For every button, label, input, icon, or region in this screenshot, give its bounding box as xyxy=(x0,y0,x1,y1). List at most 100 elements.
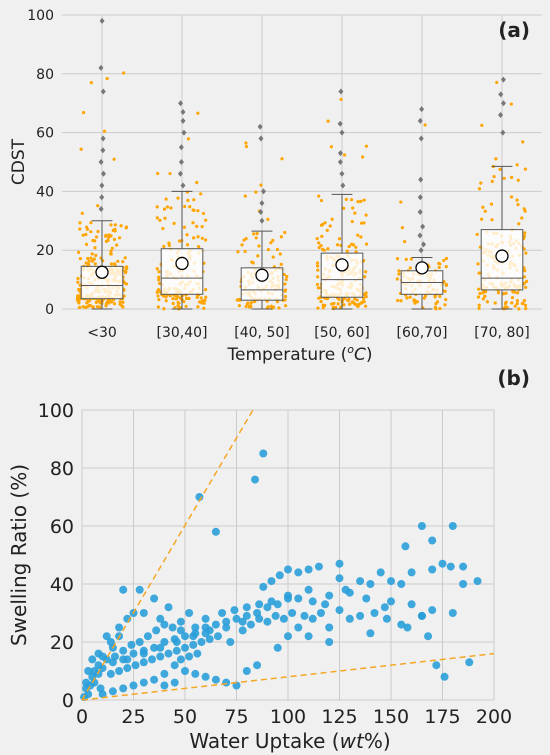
jitter-point xyxy=(399,200,403,204)
scatter-point xyxy=(259,449,268,458)
jitter-point xyxy=(335,243,340,247)
jitter-point xyxy=(162,307,166,311)
jitter-point xyxy=(356,304,360,309)
jitter-point xyxy=(156,288,161,292)
box-flier xyxy=(259,200,265,207)
jitter-point xyxy=(199,296,203,300)
jitter-point xyxy=(163,216,167,220)
scatter-point xyxy=(255,600,264,609)
jitter-point xyxy=(354,250,358,254)
scatter-point xyxy=(253,661,262,670)
jitter-point xyxy=(192,198,196,202)
jitter-point xyxy=(164,197,168,201)
jitter-point xyxy=(283,230,287,235)
jitter-point xyxy=(345,298,350,302)
jitter-point xyxy=(329,145,334,149)
jitter-point xyxy=(272,305,276,309)
scatter-point xyxy=(366,629,375,638)
jitter-point xyxy=(109,234,113,238)
jitter-point xyxy=(444,265,448,269)
jitter-point xyxy=(513,304,517,308)
jitter-point xyxy=(259,183,263,187)
x-tick-label: 100 xyxy=(270,706,306,728)
jitter-point xyxy=(89,230,93,234)
jitter-point xyxy=(319,223,324,227)
scatter-point xyxy=(230,606,239,615)
jitter-point xyxy=(437,265,441,270)
jitter-point xyxy=(110,246,114,250)
panel-a-x-axis-label: Temperature (oC) xyxy=(227,343,373,365)
jitter-point xyxy=(115,243,119,247)
jitter-point xyxy=(510,301,514,305)
jitter-point xyxy=(475,232,479,237)
scatter-point xyxy=(164,649,173,658)
jitter-point xyxy=(249,301,253,305)
jitter-point xyxy=(196,111,200,115)
jitter-point xyxy=(91,238,95,243)
jitter-point xyxy=(176,300,180,305)
jitter-point xyxy=(158,281,162,286)
jitter-point xyxy=(94,235,99,239)
jitter-point xyxy=(255,231,259,236)
jitter-point xyxy=(477,271,481,275)
scatter-point xyxy=(366,580,375,588)
scatter-point xyxy=(119,646,128,655)
box-flier xyxy=(100,170,106,177)
jitter-point xyxy=(317,245,321,250)
panel-b-x-axis-label: Water Uptake (wt%) xyxy=(189,729,390,753)
jitter-point xyxy=(503,305,507,309)
panel-b-y-ticks: 0 20 40 60 80 100 xyxy=(38,400,74,712)
jitter-point xyxy=(243,194,247,198)
scatter-point xyxy=(176,617,185,626)
scatter-point xyxy=(424,632,433,641)
jitter-point xyxy=(522,275,527,279)
jitter-point xyxy=(477,303,481,307)
jitter-point xyxy=(156,171,160,176)
box-flier xyxy=(500,129,506,136)
box-mean-marker xyxy=(95,265,109,279)
jitter-point xyxy=(329,302,334,306)
scatter-point xyxy=(123,664,132,673)
y-tick-label: 0 xyxy=(62,690,74,712)
jitter-point xyxy=(244,304,248,309)
scatter-point xyxy=(88,655,97,664)
scatter-point xyxy=(325,623,334,632)
jitter-point xyxy=(78,227,82,231)
scatter-point xyxy=(428,606,437,615)
jitter-point xyxy=(237,304,241,308)
scatter-point xyxy=(288,609,297,617)
jitter-point xyxy=(79,147,83,151)
jitter-point xyxy=(156,305,160,309)
scatter-point xyxy=(417,611,426,620)
jitter-point xyxy=(316,275,320,279)
scatter-point xyxy=(446,562,455,571)
scatter-point xyxy=(222,617,231,626)
y-tick-label: 60 xyxy=(36,126,54,142)
jitter-point xyxy=(196,305,200,309)
jitter-point xyxy=(158,218,162,222)
jitter-point xyxy=(84,232,88,237)
jitter-point xyxy=(246,301,250,305)
scatter-point xyxy=(325,591,334,600)
jitter-point xyxy=(191,221,195,225)
jitter-point xyxy=(252,232,256,236)
jitter-point xyxy=(77,250,81,254)
scatter-point xyxy=(135,638,144,646)
box-flier xyxy=(417,208,423,215)
scatter-point xyxy=(255,614,264,623)
jitter-point xyxy=(124,270,128,274)
jitter-point xyxy=(284,277,288,282)
jitter-point xyxy=(477,187,482,191)
jitter-point xyxy=(443,303,447,307)
jitter-point xyxy=(477,287,481,291)
jitter-point xyxy=(81,110,86,115)
jitter-point xyxy=(351,206,355,210)
jitter-point xyxy=(354,245,358,249)
jitter-point xyxy=(330,217,334,221)
box-flier xyxy=(261,188,267,195)
x-tick-label: [30,40] xyxy=(156,325,207,341)
jitter-point xyxy=(104,301,109,305)
jitter-point xyxy=(509,195,514,199)
scatter-point xyxy=(387,597,395,606)
jitter-point xyxy=(509,102,513,106)
